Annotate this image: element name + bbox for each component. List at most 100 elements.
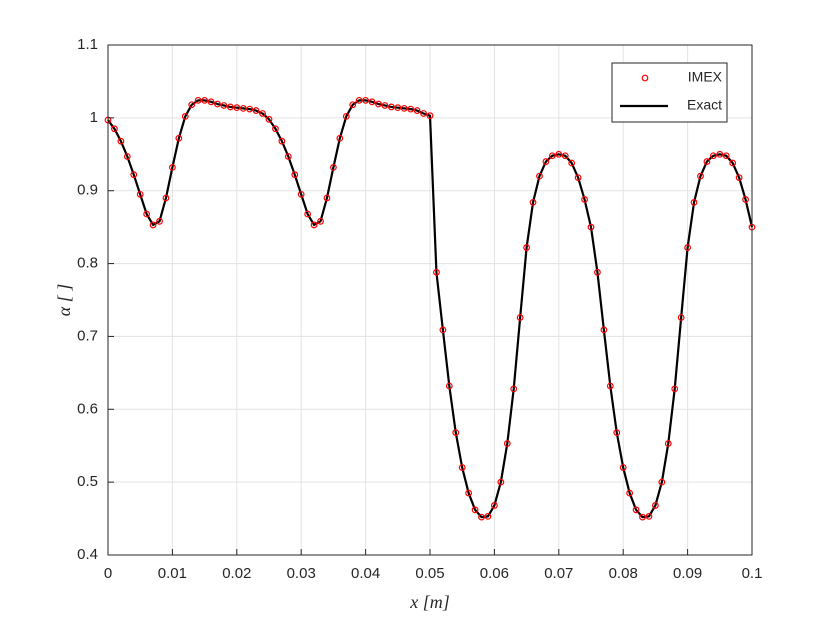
marker xyxy=(368,98,376,106)
marker xyxy=(297,190,305,198)
marker xyxy=(246,105,254,113)
marker xyxy=(697,172,704,180)
marker xyxy=(452,429,460,437)
marker xyxy=(413,107,421,114)
marker xyxy=(342,112,350,120)
y-axis-label: α [ ] xyxy=(54,284,74,316)
y-tick-label: 0.7 xyxy=(77,327,98,344)
marker xyxy=(123,153,131,160)
legend-marker xyxy=(641,74,649,82)
marker xyxy=(355,96,363,104)
marker xyxy=(317,217,324,225)
y-tick-label: 1 xyxy=(90,109,98,126)
x-tick-label: 0.04 xyxy=(351,565,380,582)
marker xyxy=(626,489,634,497)
marker xyxy=(568,159,576,167)
marker xyxy=(304,210,312,218)
marker xyxy=(716,150,724,158)
marker xyxy=(484,512,492,520)
marker xyxy=(632,506,640,514)
x-tick-label: 0.07 xyxy=(544,565,573,582)
x-axis-label: x [m] xyxy=(409,592,450,612)
marker xyxy=(136,190,144,198)
marker xyxy=(587,223,595,231)
marker xyxy=(226,103,234,111)
marker xyxy=(239,104,247,112)
marker xyxy=(265,115,273,123)
marker xyxy=(188,101,196,109)
marker xyxy=(214,100,221,108)
marker xyxy=(735,174,743,182)
y-tick-label: 0.8 xyxy=(77,255,98,272)
marker xyxy=(658,478,666,486)
marker xyxy=(375,100,382,108)
marker xyxy=(516,314,524,321)
x-tick-label: 0.02 xyxy=(222,565,251,582)
x-tick-label: 0.08 xyxy=(609,565,638,582)
legend-label: IMEX xyxy=(688,69,723,85)
marker xyxy=(606,382,614,390)
marker xyxy=(149,221,157,229)
marker xyxy=(574,174,582,182)
marker xyxy=(130,171,138,179)
x-tick-label: 0 xyxy=(104,565,112,582)
x-tick-label: 0.06 xyxy=(480,565,509,582)
marker xyxy=(394,104,402,112)
legend-label: Exact xyxy=(687,97,722,113)
marker xyxy=(330,163,337,171)
y-tick-label: 0.6 xyxy=(77,400,98,417)
marker xyxy=(684,244,691,251)
marker xyxy=(400,104,408,112)
marker xyxy=(677,314,685,321)
marker xyxy=(207,98,215,106)
legend-box xyxy=(611,62,728,123)
marker xyxy=(639,513,646,521)
marker xyxy=(523,244,530,251)
marker xyxy=(555,150,563,158)
marker xyxy=(652,502,659,509)
marker xyxy=(619,464,627,471)
marker xyxy=(503,440,511,447)
marker xyxy=(336,134,344,142)
y-tick-label: 1.1 xyxy=(77,36,98,53)
marker xyxy=(548,152,556,160)
marker xyxy=(175,134,183,142)
marker xyxy=(600,326,608,334)
y-tick-label: 0.9 xyxy=(77,182,98,199)
marker xyxy=(478,513,485,521)
x-tick-label: 0.05 xyxy=(415,565,444,582)
marker xyxy=(426,112,434,120)
marker xyxy=(722,152,730,160)
marker xyxy=(194,96,202,104)
marker xyxy=(111,125,118,133)
marker xyxy=(220,102,228,109)
marker xyxy=(439,326,447,334)
marker xyxy=(381,102,389,109)
marker xyxy=(272,125,279,133)
marker xyxy=(310,221,318,229)
marker xyxy=(181,112,189,120)
marker xyxy=(561,152,569,160)
marker xyxy=(594,268,601,276)
marker xyxy=(458,464,466,471)
marker xyxy=(536,172,543,180)
marker xyxy=(143,210,151,218)
marker xyxy=(645,512,653,520)
marker xyxy=(291,171,299,179)
marker xyxy=(259,110,266,117)
x-tick-label: 0.01 xyxy=(158,565,187,582)
marker xyxy=(445,382,453,390)
marker xyxy=(362,96,370,104)
marker xyxy=(201,96,209,104)
x-tick-label: 0.1 xyxy=(742,565,763,582)
marker xyxy=(690,198,698,206)
plot-data xyxy=(104,96,756,521)
marker xyxy=(529,198,537,206)
marker xyxy=(278,137,286,145)
marker xyxy=(613,429,621,437)
marker xyxy=(581,196,588,203)
marker xyxy=(284,153,292,160)
marker xyxy=(664,440,672,447)
marker xyxy=(703,158,711,165)
marker xyxy=(465,489,473,497)
